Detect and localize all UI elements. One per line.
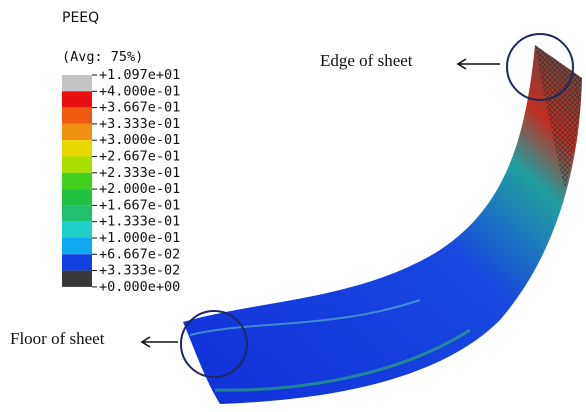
legend-label: +3.667e-01 — [99, 100, 180, 116]
legend-band — [62, 140, 92, 156]
legend-band — [62, 108, 92, 124]
legend-label: +4.000e-01 — [99, 83, 180, 99]
legend-band — [62, 205, 92, 221]
screenshot: PEEQ (Avg: 75%) +1.097e+01+4.000e-01+3.6… — [0, 0, 586, 412]
legend-label: +0.000e+00 — [99, 279, 180, 295]
legend-label: +1.097e+01 — [99, 67, 180, 83]
legend-band — [62, 157, 92, 173]
subtitle: (Avg: 75%) — [62, 49, 143, 65]
legend-label: +6.667e-02 — [99, 246, 180, 262]
annotation: Edge of sheet — [320, 51, 413, 70]
legend-band — [62, 222, 92, 238]
legend-band — [62, 189, 92, 205]
legend-band — [62, 124, 92, 140]
legend-label: +3.333e-02 — [99, 263, 180, 279]
legend-band — [62, 254, 92, 270]
legend-label: +2.333e-01 — [99, 165, 180, 181]
legend-band — [62, 271, 92, 287]
legend-band — [62, 238, 92, 254]
legend-label: +3.333e-01 — [99, 116, 180, 132]
sheet-body — [183, 45, 582, 404]
arrow — [142, 337, 178, 347]
legend-label: +2.667e-01 — [99, 149, 180, 165]
legend: +1.097e+01+4.000e-01+3.667e-01+3.333e-01… — [62, 67, 180, 295]
legend-band — [62, 75, 92, 91]
legend-band — [62, 91, 92, 107]
legend-band — [62, 173, 92, 189]
title: PEEQ — [62, 10, 99, 26]
legend-label: +1.667e-01 — [99, 197, 180, 213]
annotation: Floor of sheet — [10, 329, 105, 348]
arrow — [458, 59, 500, 69]
legend-label: +3.000e-01 — [99, 132, 180, 148]
sheet — [183, 45, 582, 404]
legend-label: +2.000e-01 — [99, 181, 180, 197]
legend-label: +1.000e-01 — [99, 230, 180, 246]
legend-label: +1.333e-01 — [99, 214, 180, 230]
